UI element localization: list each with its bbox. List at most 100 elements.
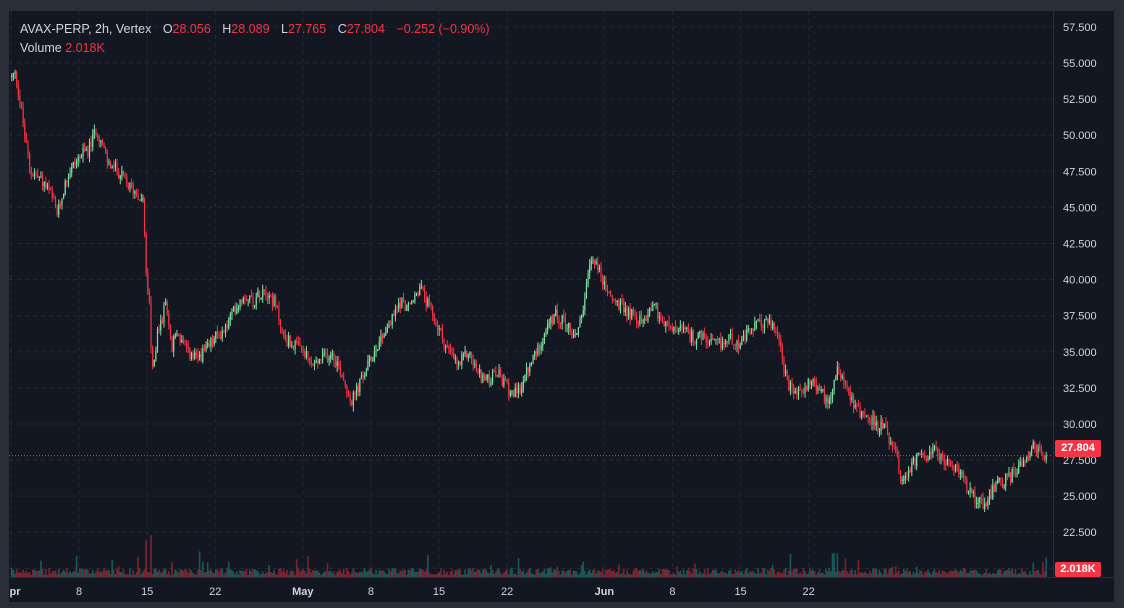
candle-body	[322, 353, 324, 361]
volume-bar	[247, 574, 249, 577]
volume-bar	[501, 574, 504, 577]
volume-bar	[593, 569, 596, 577]
volume-bar	[669, 574, 672, 577]
candle-body	[645, 319, 647, 321]
candle-body	[634, 313, 636, 318]
chart-pane[interactable]	[9, 11, 1053, 577]
candle-body	[844, 382, 847, 385]
volume-bar	[404, 569, 406, 577]
candle-body	[51, 190, 53, 198]
legend-low-label: L	[281, 22, 288, 36]
volume-bar	[948, 571, 950, 577]
volume-bar	[80, 568, 83, 577]
volume-bar	[486, 572, 489, 577]
candle-body	[145, 233, 147, 274]
volume-bar	[1037, 569, 1039, 577]
volume-bar	[146, 572, 149, 577]
candle-body	[901, 479, 903, 481]
candle-body	[517, 385, 520, 394]
volume-bar	[111, 559, 113, 577]
volume-bar	[362, 570, 364, 577]
candle-body	[344, 380, 346, 386]
candle-body	[920, 453, 923, 456]
candle-body	[333, 353, 335, 362]
volume-bar	[1035, 570, 1038, 577]
volume-bar	[253, 569, 256, 577]
volume-bar	[533, 574, 536, 577]
candle-body	[993, 485, 995, 492]
candle-body	[637, 322, 639, 324]
candle-body	[966, 479, 968, 492]
candle-body	[592, 260, 594, 262]
volume-bar	[546, 568, 549, 577]
volume-bar	[558, 571, 560, 577]
volume-bar	[800, 573, 803, 577]
volume-bar	[433, 574, 436, 577]
volume-bar	[122, 569, 125, 577]
candle-body	[433, 316, 435, 322]
volume-bar	[661, 569, 664, 577]
candle-body	[466, 350, 468, 358]
candle-body	[1026, 456, 1028, 461]
volume-bar	[161, 571, 164, 577]
candle-body	[278, 307, 280, 320]
candle-body	[728, 334, 730, 342]
volume-bar	[375, 569, 377, 577]
candle-body	[658, 316, 660, 318]
candle-body	[58, 203, 60, 215]
volume-bar	[860, 572, 863, 577]
candle-body	[273, 296, 275, 306]
volume-bar	[744, 570, 746, 577]
volume-bar	[768, 571, 771, 577]
candle-body	[615, 300, 617, 303]
candle-body	[474, 363, 476, 365]
candle-body	[1006, 474, 1008, 476]
legend-change: −0.252 (−0.90%)	[396, 22, 490, 36]
volume-bar	[77, 573, 79, 577]
volume-bar	[461, 574, 463, 577]
volume-bar	[422, 569, 424, 577]
volume-bar	[817, 572, 819, 577]
volume-bar	[796, 568, 798, 577]
time-axis[interactable]: Apr 8 15 22 May 8 15 22 Jun 8 15 22	[9, 577, 1114, 602]
volume-bar	[365, 571, 368, 577]
volume-bar	[977, 573, 980, 577]
candle-body	[797, 388, 800, 395]
candle-body	[50, 188, 52, 191]
candle-body	[602, 277, 604, 285]
candle-body	[890, 442, 892, 444]
volume-bar	[637, 570, 640, 577]
volume-bar	[41, 568, 44, 577]
candle-body	[464, 350, 466, 355]
candle-body	[882, 421, 884, 429]
candle-body	[493, 371, 495, 373]
candle-body	[45, 181, 47, 188]
candle-body	[571, 331, 573, 337]
volume-bar	[11, 568, 13, 577]
candle-body	[101, 140, 104, 145]
volume-bar	[187, 572, 190, 577]
volume-bar	[279, 568, 282, 577]
volume-bar	[624, 574, 627, 577]
candle-body	[304, 351, 306, 357]
volume-bar	[258, 573, 261, 577]
candle-body	[611, 296, 613, 299]
volume-bar	[496, 568, 499, 577]
candle-body	[655, 303, 657, 305]
price-tick-label: 55.000	[1063, 58, 1097, 70]
time-tick-label: 15	[141, 586, 153, 598]
volume-bar	[728, 570, 730, 577]
price-axis[interactable]: 20.00022.50025.00027.50030.00032.50035.0…	[1053, 11, 1114, 577]
volume-bar	[485, 569, 487, 577]
volume-bar	[959, 569, 962, 577]
candle-body	[142, 197, 144, 200]
volume-bar	[988, 572, 991, 577]
candle-body	[200, 353, 202, 362]
candle-body	[129, 182, 131, 190]
candle-body	[1039, 446, 1041, 448]
candle-body	[904, 476, 906, 480]
candlestick-chart[interactable]	[9, 11, 1053, 577]
candle-body	[158, 329, 160, 331]
volume-bar	[766, 569, 769, 577]
candle-body	[255, 297, 257, 306]
